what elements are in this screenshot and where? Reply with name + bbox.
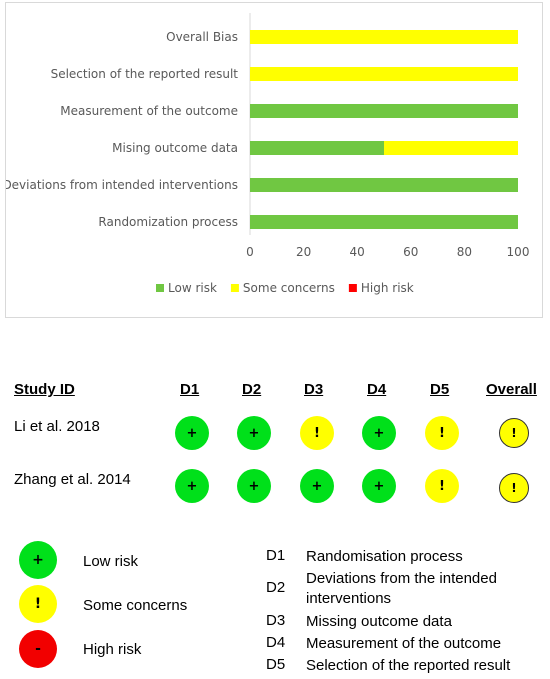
bar-low-risk [250, 141, 384, 155]
risk-mark-d4: + [362, 469, 396, 503]
legend-swatch-some-concerns [230, 284, 239, 292]
header-overall: Overall [486, 381, 537, 398]
legend-swatch-low-risk [156, 284, 164, 292]
risk-mark-d2: + [237, 469, 271, 503]
some-concerns-key-label: Some concerns [83, 597, 188, 614]
header-d1: D1 [180, 381, 200, 398]
category-label: Mising outcome data [112, 141, 238, 155]
risk-mark-overall: ! [499, 418, 529, 448]
domain-code-d3: D3 [266, 612, 286, 629]
category-label: Deviations from intended interventions [6, 178, 238, 192]
category-label: Randomization process [98, 215, 238, 229]
domain-code-d1: D1 [266, 547, 286, 564]
bar-low-risk [250, 104, 518, 118]
study-name-row-1: Li et al. 2018 [14, 418, 100, 435]
header-d4: D4 [367, 381, 387, 398]
bar-some-concerns [384, 141, 518, 155]
legend-swatch-high-risk [348, 284, 357, 292]
category-label: Measurement of the outcome [60, 104, 238, 118]
some-concerns-key-icon: ! [19, 585, 57, 623]
low-risk-key-icon: + [19, 541, 57, 579]
domain-text-d5: Selection of the reported result [306, 657, 511, 674]
legend-label-some-concerns: Some concerns [243, 281, 335, 295]
risk-mark-d4: + [362, 416, 396, 450]
risk-mark-d5: ! [425, 416, 459, 450]
x-tick-label: 40 [350, 245, 365, 259]
x-tick-label: 0 [246, 245, 254, 259]
risk-mark-d3: + [300, 469, 334, 503]
bar-some-concerns [250, 67, 518, 81]
x-tick-label: 20 [296, 245, 311, 259]
risk-mark-d5: ! [425, 469, 459, 503]
domain-text-d2: Deviations from the intended interventio… [306, 570, 497, 607]
bar-some-concerns [250, 30, 518, 44]
risk-mark-d2: + [237, 416, 271, 450]
category-label: Overall Bias [166, 30, 238, 44]
x-tick-label: 60 [403, 245, 418, 259]
header-d5: D5 [430, 381, 450, 398]
low-risk-key-label: Low risk [83, 553, 139, 570]
header-d3: D3 [304, 381, 324, 398]
domain-text-d3: Missing outcome data [306, 613, 452, 630]
domain-text-d1: Randomisation process [306, 548, 463, 565]
study-name-row-2: Zhang et al. 2014 [14, 471, 131, 488]
risk-mark-overall: ! [499, 473, 529, 503]
high-risk-key-icon: - [19, 630, 57, 668]
legend-label-high-risk: High risk [361, 281, 414, 295]
header-d2: D2 [242, 381, 262, 398]
domain-code-d5: D5 [266, 656, 286, 673]
risk-mark-d1: + [175, 469, 209, 503]
category-label: Selection of the reported result [51, 67, 239, 81]
x-tick-label: 100 [507, 245, 530, 259]
high-risk-key-label: High risk [83, 641, 142, 658]
x-tick-label: 80 [457, 245, 472, 259]
domain-text-d4: Measurement of the outcome [306, 635, 502, 652]
risk-mark-d1: + [175, 416, 209, 450]
risk-mark-d3: ! [300, 416, 334, 450]
bar-low-risk [250, 178, 518, 192]
bar-low-risk [250, 215, 518, 229]
domain-code-d4: D4 [266, 634, 286, 651]
header-study-id: Study ID [14, 381, 75, 398]
domain-code-d2: D2 [266, 579, 286, 596]
bar-chart-svg: Overall Bias Selection of the reported re… [6, 13, 530, 295]
legend-label-low-risk: Low risk [168, 281, 217, 295]
risk-of-bias-summary-chart: Overall Bias Selection of the reported re… [5, 2, 543, 318]
